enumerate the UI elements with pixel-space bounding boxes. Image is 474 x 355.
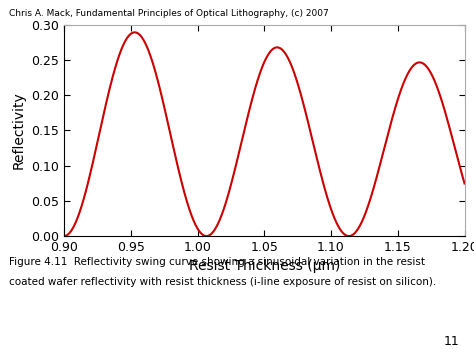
Y-axis label: Reflectivity: Reflectivity [11,92,26,169]
Text: coated wafer reflectivity with resist thickness (i-line exposure of resist on si: coated wafer reflectivity with resist th… [9,277,437,287]
Text: 11: 11 [444,335,460,348]
Text: Chris A. Mack, Fundamental Principles of Optical Lithography, (c) 2007: Chris A. Mack, Fundamental Principles of… [9,9,329,18]
X-axis label: Resist Thickness (μm): Resist Thickness (μm) [189,260,340,273]
Text: Figure 4.11  Reflectivity swing curve showing a sinusoidal variation in the resi: Figure 4.11 Reflectivity swing curve sho… [9,257,426,267]
